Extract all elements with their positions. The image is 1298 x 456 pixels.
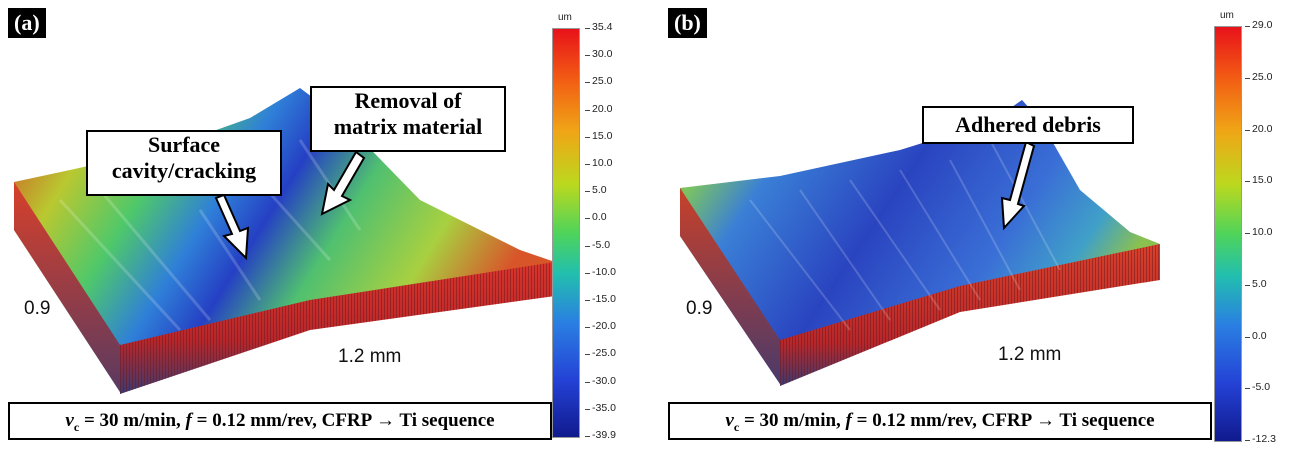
surface-3d-plot-a xyxy=(14,88,555,394)
caption-mid: = 30 m/min, xyxy=(739,410,846,431)
colorbar-tick-label: -12.3 xyxy=(1245,433,1276,445)
caption-mid: = 30 m/min, xyxy=(79,410,186,431)
colorbar-unit: um xyxy=(1220,10,1234,21)
callout-adhered-debris: Adhered debris xyxy=(922,106,1134,144)
callout-line: matrix material xyxy=(333,114,483,139)
depth-dimension-label: 0.9 xyxy=(24,298,51,319)
colorbar-tick-label: 25.0 xyxy=(584,75,613,88)
colorbar-tick-label: 5.0 xyxy=(1245,277,1267,290)
caption-rest: = 0.12 mm/rev, CFRP → Ti sequence xyxy=(191,410,495,431)
colorbar-tick-label: -5.0 xyxy=(584,238,611,251)
panel-b: (b) Adhered debris 0.9 1.2 mm um 29.0 25.… xyxy=(660,0,1298,456)
colorbar-tick-label: 0.0 xyxy=(585,211,607,224)
caption-v: v xyxy=(65,410,74,431)
caption-v: v xyxy=(725,410,734,431)
depth-dimension-label: 0.9 xyxy=(686,298,713,319)
colorbar-a xyxy=(552,28,580,438)
colorbar-tick-label: 20.0 xyxy=(584,102,613,115)
colorbar-tick-label: -39.9 xyxy=(585,429,616,441)
colorbar-tick-label: 5.0 xyxy=(585,184,607,197)
callout-line: cavity/cracking xyxy=(111,158,257,183)
caption-b: vc = 30 m/min, f = 0.12 mm/rev, CFRP → T… xyxy=(668,402,1212,440)
panel-tag-b: (b) xyxy=(668,8,707,38)
colorbar-tick-label: -15.0 xyxy=(585,293,616,305)
caption-f: f xyxy=(845,410,852,431)
colorbar-tick-label: 0.0 xyxy=(1245,329,1267,342)
colorbar-tick-label: -25.0 xyxy=(585,347,616,360)
callout-surface-cavity: Surface cavity/cracking xyxy=(86,130,282,196)
caption-sub: c xyxy=(73,419,80,434)
colorbar-tick-label: -30.0 xyxy=(585,374,616,387)
colorbar-tick-label: 10.0 xyxy=(584,157,613,169)
width-dimension-label: 1.2 mm xyxy=(338,346,402,367)
panel-tag-a: (a) xyxy=(8,8,46,38)
colorbar-tick-label: 29.0 xyxy=(1244,19,1273,31)
colorbar-tick-label: 15.0 xyxy=(1244,174,1273,187)
colorbar-b xyxy=(1214,26,1242,442)
surface-3d-plot-b xyxy=(680,100,1160,386)
colorbar-tick-label: 25.0 xyxy=(1244,70,1273,83)
caption-rest: = 0.12 mm/rev, CFRP → Ti sequence xyxy=(851,410,1155,431)
colorbar-tick-label: -20.0 xyxy=(585,320,616,333)
colorbar-tick-label: 35.4 xyxy=(584,21,613,33)
callout-line: Removal of xyxy=(354,88,462,113)
colorbar-tick-label: 15.0 xyxy=(584,129,613,142)
colorbar-tick-label: -10.0 xyxy=(585,265,616,278)
caption-f: f xyxy=(185,410,192,431)
caption-sub: c xyxy=(733,419,740,434)
colorbar-unit: um xyxy=(558,12,572,23)
colorbar-tick-label: -5.0 xyxy=(1244,381,1271,394)
caption-a: vc = 30 m/min, f = 0.12 mm/rev, CFRP → T… xyxy=(8,402,552,440)
colorbar-tick-label: 20.0 xyxy=(1244,122,1273,135)
width-dimension-label: 1.2 mm xyxy=(998,344,1062,365)
colorbar-tick-label: -35.0 xyxy=(585,401,616,414)
callout-line: Surface xyxy=(147,132,221,157)
panel-a: (a) Surface cavity/cracking Removal of m… xyxy=(0,0,640,456)
colorbar-tick-label: 30.0 xyxy=(584,48,613,61)
colorbar-tick-label: 10.0 xyxy=(1244,226,1273,238)
callout-matrix-removal: Removal of matrix material xyxy=(310,86,506,152)
